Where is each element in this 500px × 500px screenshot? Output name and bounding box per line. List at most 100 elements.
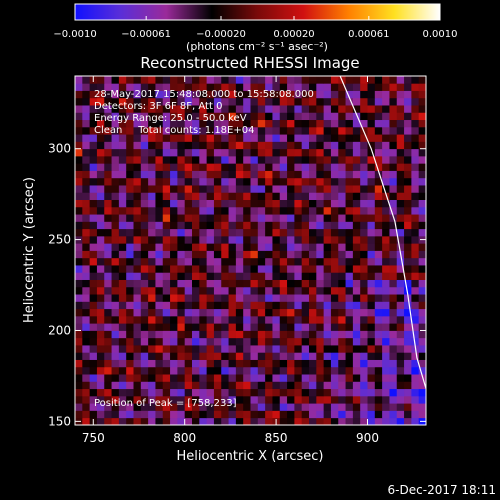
heatmap-cell bbox=[389, 352, 398, 360]
heatmap-cell bbox=[243, 235, 251, 244]
heatmap-cell bbox=[338, 294, 346, 302]
heatmap-cell bbox=[374, 279, 383, 288]
heatmap-cell bbox=[89, 134, 98, 142]
heatmap-cell bbox=[243, 272, 251, 280]
heatmap-cell bbox=[345, 170, 354, 179]
heatmap-cell bbox=[309, 83, 317, 91]
heatmap-cell bbox=[338, 199, 346, 208]
heatmap-cell bbox=[221, 403, 229, 411]
heatmap-cell bbox=[155, 105, 164, 113]
heatmap-cell bbox=[155, 279, 164, 288]
heatmap-cell bbox=[279, 294, 288, 302]
heatmap-cell bbox=[184, 177, 193, 186]
heatmap-cell bbox=[96, 228, 105, 237]
heatmap-cell bbox=[170, 163, 178, 171]
heatmap-cell bbox=[287, 286, 295, 295]
heatmap-cell bbox=[162, 141, 171, 150]
heatmap-cell bbox=[250, 148, 259, 157]
heatmap-cell bbox=[287, 228, 295, 237]
heatmap-cell bbox=[330, 235, 339, 244]
heatmap-cell bbox=[111, 163, 120, 171]
heatmap-cell bbox=[235, 112, 244, 121]
heatmap-cell bbox=[162, 97, 171, 106]
heatmap-cell bbox=[228, 163, 237, 171]
heatmap-cell bbox=[184, 235, 193, 244]
heatmap-cell bbox=[374, 381, 383, 390]
heatmap-cell bbox=[404, 83, 412, 91]
heatmap-cell bbox=[184, 265, 193, 273]
heatmap-cell bbox=[140, 381, 149, 390]
heatmap-cell bbox=[162, 221, 171, 230]
heatmap-cell bbox=[118, 177, 127, 186]
heatmap-cell bbox=[316, 337, 325, 346]
heatmap-cell bbox=[213, 192, 222, 200]
heatmap-cell bbox=[148, 141, 156, 150]
heatmap-cell bbox=[404, 359, 412, 368]
heatmap-cell bbox=[199, 185, 208, 193]
heatmap-cell bbox=[272, 148, 281, 157]
heatmap-cell bbox=[382, 315, 390, 324]
heatmap-cell bbox=[294, 250, 303, 259]
heatmap-cell bbox=[309, 374, 317, 382]
heatmap-cell bbox=[404, 105, 412, 113]
heatmap-cell bbox=[301, 235, 310, 244]
heatmap-cell bbox=[279, 155, 288, 164]
heatmap-cell bbox=[126, 294, 134, 302]
heatmap-cell bbox=[162, 265, 171, 273]
heatmap-cell bbox=[213, 243, 222, 251]
heatmap-cell bbox=[126, 265, 134, 273]
heatmap-cell bbox=[75, 301, 83, 310]
heatmap-cell bbox=[111, 155, 120, 164]
heatmap-cell bbox=[294, 359, 303, 368]
heatmap-cell bbox=[367, 134, 376, 142]
heatmap-cell bbox=[221, 214, 229, 222]
heatmap-cell bbox=[213, 330, 222, 339]
heatmap-cell bbox=[82, 76, 91, 84]
heatmap-cell bbox=[192, 286, 200, 295]
heatmap-cell bbox=[389, 83, 398, 91]
heatmap-cell bbox=[367, 345, 376, 353]
heatmap-cell bbox=[221, 286, 229, 295]
heatmap-cell bbox=[418, 97, 426, 106]
heatmap-cell bbox=[389, 148, 398, 157]
heatmap-cell bbox=[221, 163, 229, 171]
heatmap-cell bbox=[250, 235, 259, 244]
heatmap-cell bbox=[170, 105, 178, 113]
heatmap-cell bbox=[301, 410, 310, 419]
heatmap-cell bbox=[301, 417, 310, 425]
heatmap-cell bbox=[272, 250, 281, 259]
heatmap-cell bbox=[389, 410, 398, 419]
heatmap-cell bbox=[382, 155, 390, 164]
heatmap-cell bbox=[148, 185, 156, 193]
heatmap-cell bbox=[118, 192, 127, 200]
heatmap-cell bbox=[184, 141, 193, 150]
heatmap-cell bbox=[133, 352, 142, 360]
heatmap-cell bbox=[360, 265, 368, 273]
heatmap-cell bbox=[155, 366, 164, 375]
heatmap-cell bbox=[272, 403, 281, 411]
heatmap-cell bbox=[404, 352, 412, 360]
heatmap-cell bbox=[148, 279, 156, 288]
heatmap-cell bbox=[199, 112, 208, 121]
heatmap-cell bbox=[301, 214, 310, 222]
heatmap-cell bbox=[184, 308, 193, 317]
heatmap-cell bbox=[177, 243, 186, 251]
heatmap-cell bbox=[279, 199, 288, 208]
heatmap-cell bbox=[111, 345, 120, 353]
heatmap-cell bbox=[411, 83, 420, 91]
heatmap-cell bbox=[133, 374, 142, 382]
heatmap-cell bbox=[155, 395, 164, 404]
heatmap-cell bbox=[126, 155, 134, 164]
heatmap-cell bbox=[221, 185, 229, 193]
heatmap-cell bbox=[162, 279, 171, 288]
heatmap-cell bbox=[265, 366, 273, 375]
heatmap-cell bbox=[206, 105, 215, 113]
heatmap-cell bbox=[418, 105, 426, 113]
heatmap-cell bbox=[199, 279, 208, 288]
heatmap-cell bbox=[418, 395, 426, 404]
heatmap-cell bbox=[301, 177, 310, 186]
heatmap-cell bbox=[374, 148, 383, 157]
heatmap-cell bbox=[235, 294, 244, 302]
heatmap-cell bbox=[279, 279, 288, 288]
heatmap-cell bbox=[243, 112, 251, 121]
